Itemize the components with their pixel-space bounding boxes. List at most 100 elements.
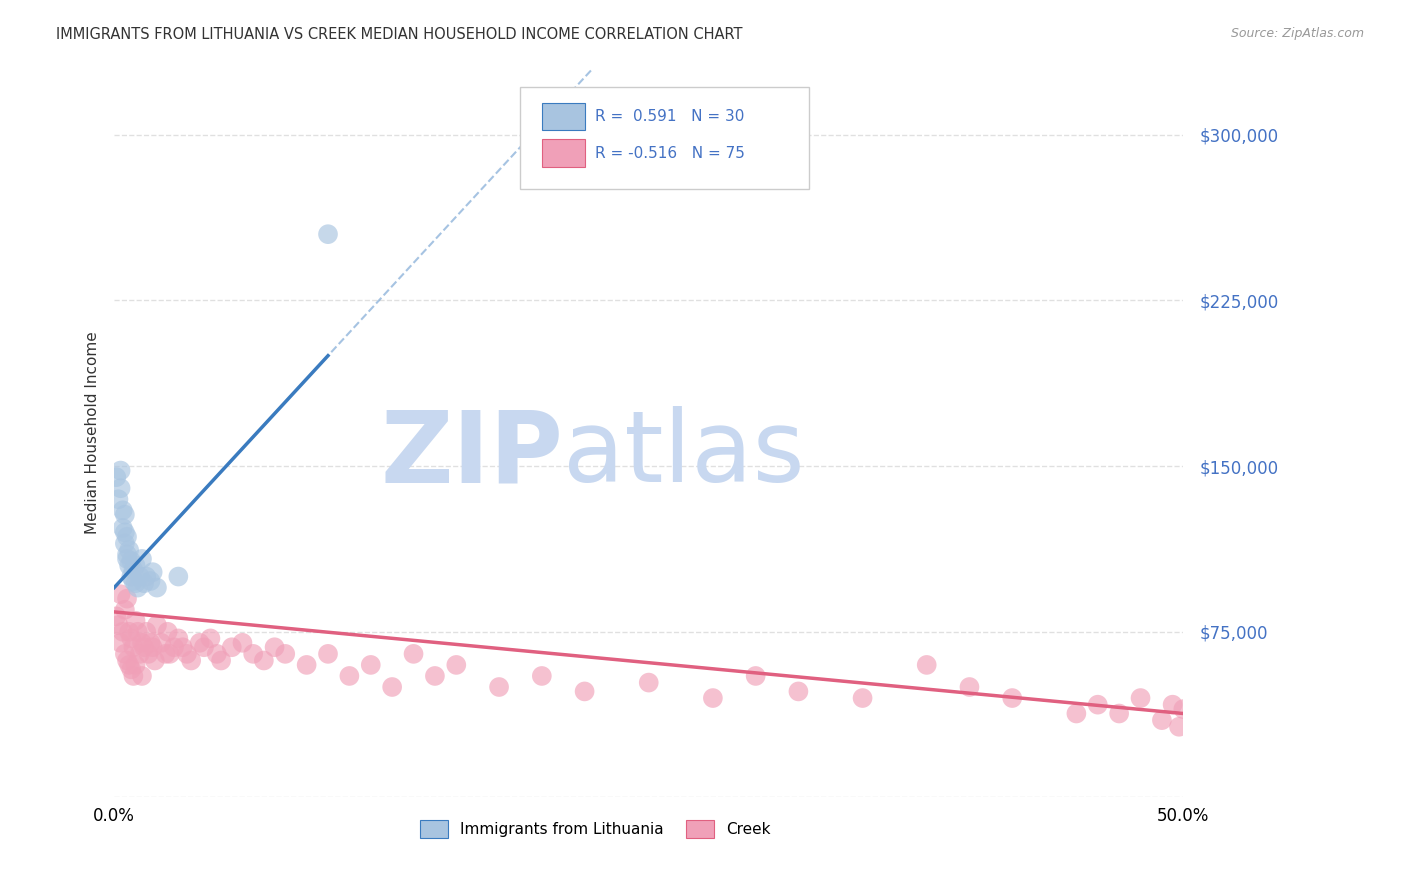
Legend: Immigrants from Lithuania, Creek: Immigrants from Lithuania, Creek (413, 814, 776, 845)
Point (105, 609, 128, 624)
Point (851, 691, 873, 706)
Point (124, 558, 146, 573)
Point (115, 591, 138, 606)
Point (115, 530, 138, 544)
Text: R = -0.516   N = 75: R = -0.516 N = 75 (595, 145, 745, 161)
Point (205, 647, 228, 661)
Point (176, 647, 198, 661)
Point (163, 640, 186, 655)
Point (263, 640, 285, 655)
Point (122, 563, 145, 577)
Point (143, 653, 166, 667)
Point (110, 587, 132, 601)
Point (122, 640, 145, 655)
Point (124, 657, 146, 672)
Point (274, 647, 297, 661)
Point (702, 691, 724, 706)
Point (959, 680, 981, 694)
Point (1173, 702, 1195, 716)
Point (180, 653, 202, 667)
Point (159, 647, 181, 661)
Point (114, 536, 136, 550)
Point (110, 636, 132, 650)
Point (172, 640, 194, 655)
Point (135, 569, 157, 583)
Point (1150, 713, 1173, 727)
Point (1161, 698, 1184, 712)
Point (127, 624, 149, 639)
Point (142, 565, 165, 579)
FancyBboxPatch shape (520, 87, 808, 189)
Point (146, 581, 169, 595)
Point (107, 492, 129, 507)
Point (115, 548, 138, 562)
Point (114, 525, 136, 540)
Point (114, 508, 136, 522)
Point (124, 576, 146, 591)
Point (110, 464, 132, 478)
Point (1087, 698, 1109, 712)
Point (381, 680, 404, 694)
Point (135, 624, 157, 639)
Point (128, 569, 150, 583)
Point (105, 470, 128, 484)
Point (193, 640, 215, 655)
Point (1168, 720, 1191, 734)
Point (111, 624, 134, 639)
Point (118, 657, 141, 672)
Point (120, 632, 142, 646)
Point (339, 669, 361, 683)
Point (787, 684, 810, 698)
Point (120, 662, 142, 676)
Point (111, 503, 134, 517)
Point (118, 558, 141, 573)
Point (122, 574, 145, 588)
Text: IMMIGRANTS FROM LITHUANIA VS CREEK MEDIAN HOUSEHOLD INCOME CORRELATION CHART: IMMIGRANTS FROM LITHUANIA VS CREEK MEDIA… (56, 27, 742, 42)
Point (1108, 706, 1130, 721)
Point (446, 657, 468, 672)
Point (360, 657, 382, 672)
Point (111, 521, 134, 535)
Point (110, 481, 132, 495)
Text: R =  0.591   N = 30: R = 0.591 N = 30 (595, 109, 745, 124)
Point (138, 647, 160, 661)
Point (150, 636, 173, 650)
Point (128, 647, 150, 661)
Text: atlas: atlas (564, 407, 804, 503)
Point (1066, 706, 1088, 721)
Point (139, 574, 162, 588)
Point (118, 543, 141, 558)
Point (127, 581, 149, 595)
Point (295, 657, 318, 672)
Point (131, 669, 153, 683)
Point (253, 653, 276, 667)
Point (316, 227, 339, 242)
Point (118, 624, 141, 639)
Point (131, 552, 153, 566)
Point (242, 647, 264, 661)
Bar (541, 139, 585, 167)
Point (209, 653, 232, 667)
Point (637, 675, 659, 690)
Point (139, 636, 162, 650)
Point (167, 569, 190, 583)
Point (167, 632, 190, 646)
Point (1001, 691, 1024, 706)
Point (530, 669, 553, 683)
Point (231, 636, 253, 650)
Point (142, 640, 165, 655)
Point (115, 552, 138, 566)
Point (122, 669, 145, 683)
Point (146, 618, 169, 632)
Point (134, 576, 156, 591)
Point (574, 684, 596, 698)
Point (155, 647, 177, 661)
Text: ZIP: ZIP (381, 407, 564, 503)
Point (488, 680, 510, 694)
Point (744, 669, 766, 683)
Point (200, 632, 222, 646)
Y-axis label: Median Household Income: Median Household Income (86, 332, 100, 534)
Point (221, 640, 243, 655)
Point (120, 569, 142, 583)
Point (423, 669, 446, 683)
